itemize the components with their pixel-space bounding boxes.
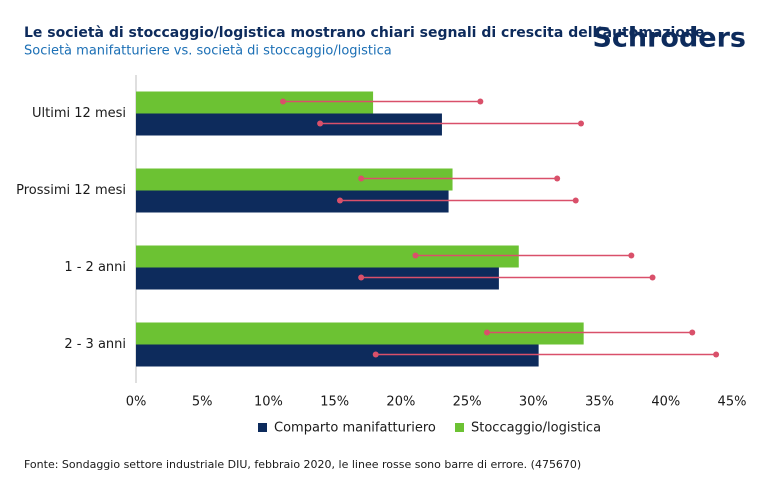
error-cap [412,252,419,259]
bar [136,113,442,136]
legend-swatch [258,423,267,432]
bar [136,91,374,114]
bar [136,190,449,213]
x-tick-label: 45% [718,395,747,410]
bar [136,267,499,290]
bar [136,344,539,367]
chart-title: Le società di stoccaggio/logistica mostr… [24,25,704,41]
error-cap [628,252,635,259]
x-tick-label: 25% [453,395,482,410]
chart-subtitle: Società manifatturiere vs. società di st… [24,44,392,59]
error-cap [572,197,579,204]
x-tick-label: 40% [651,395,680,410]
bar [136,245,519,268]
error-cap [578,120,585,127]
x-tick-label: 20% [386,395,415,410]
error-cap [483,329,490,336]
error-cap [477,98,484,105]
x-tick-label: 0% [126,395,147,410]
y-tick-label: Prossimi 12 mesi [16,183,126,198]
bar [136,168,453,191]
x-tick-label: 15% [320,395,349,410]
error-cap [358,175,365,182]
x-tick-label: 35% [585,395,614,410]
error-cap [336,197,343,204]
x-tick-label: 5% [192,395,213,410]
error-cap [372,351,379,358]
legend-label: Stoccaggio/logistica [471,421,601,436]
y-tick-label: Ultimi 12 mesi [32,106,126,121]
error-cap [358,274,365,281]
legend-swatch [455,423,464,432]
error-cap [649,274,656,281]
legend-label: Comparto manifatturiero [274,421,436,436]
error-cap [317,120,324,127]
x-tick-label: 30% [519,395,548,410]
error-cap [713,351,720,358]
y-tick-label: 1 - 2 anni [64,260,126,275]
x-tick-label: 10% [254,395,283,410]
error-cap [689,329,696,336]
error-cap [554,175,561,182]
error-cap [280,98,287,105]
brand-logo: Schroders [592,23,746,54]
y-tick-label: 2 - 3 anni [64,337,126,352]
footnote: Fonte: Sondaggio settore industriale DIU… [24,458,581,471]
bar [136,322,584,345]
